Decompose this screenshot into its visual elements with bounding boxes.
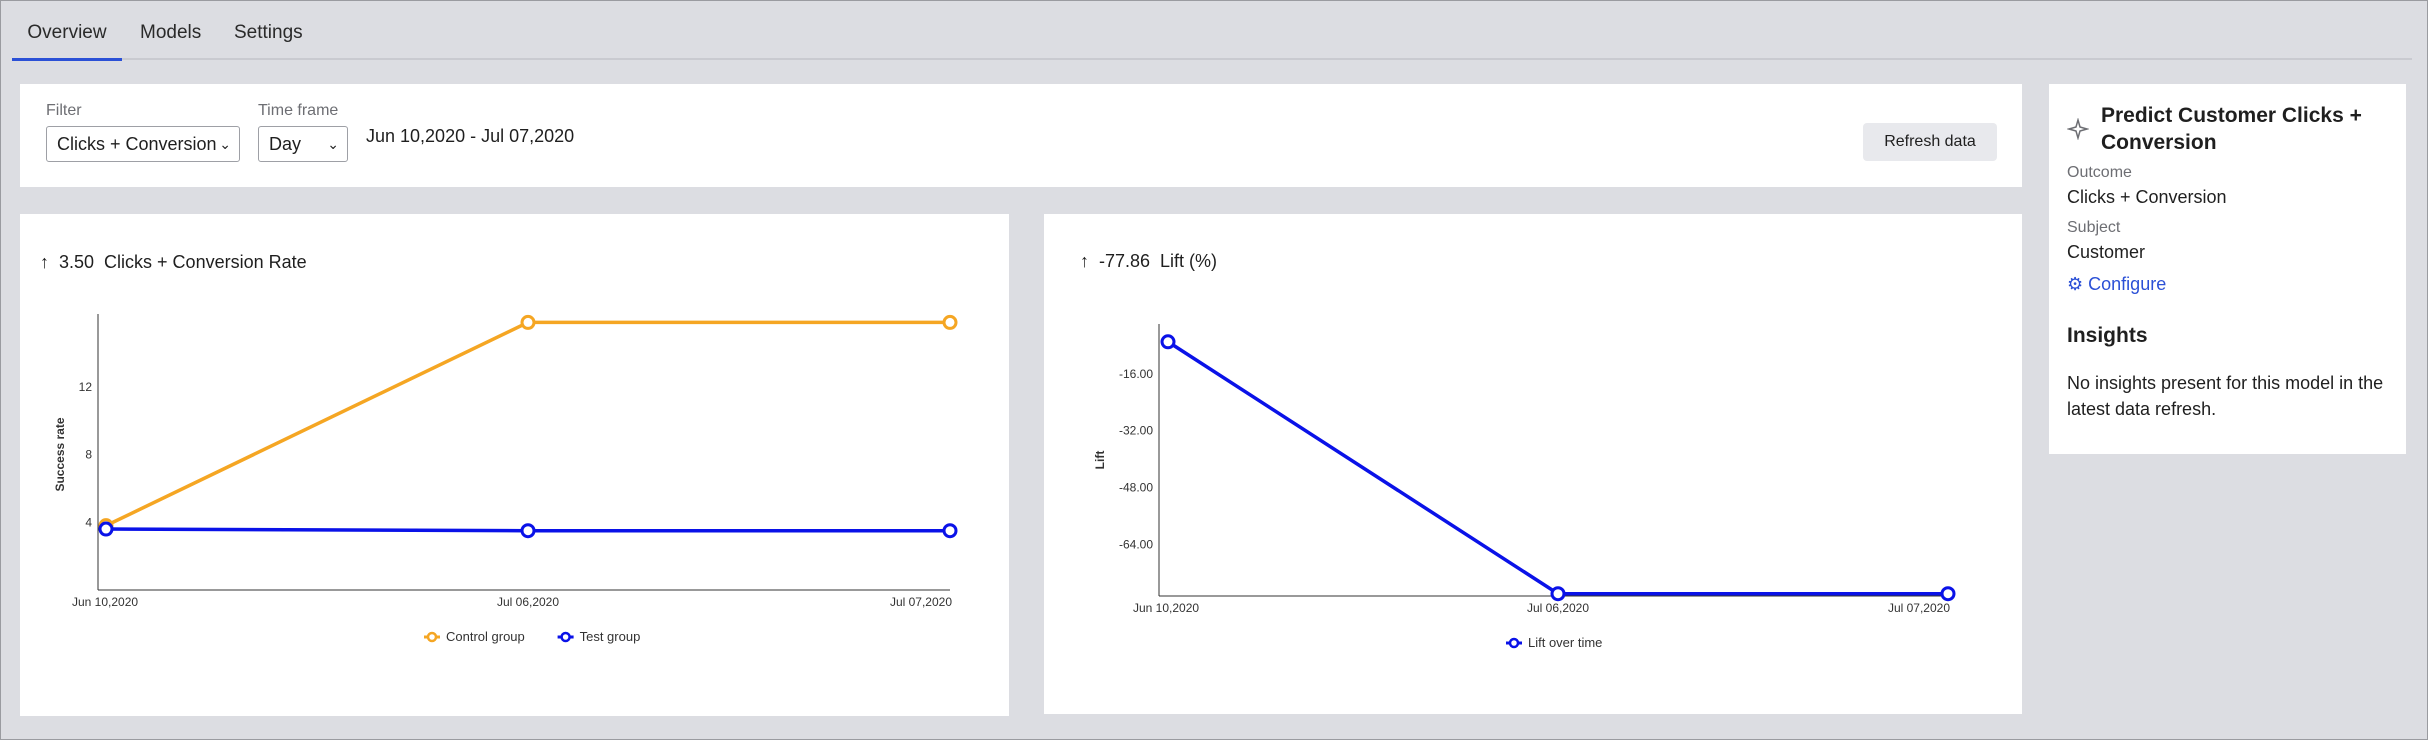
- data-point: [1160, 334, 1176, 350]
- y-tick-label: -64.00: [1119, 537, 1153, 551]
- chevron-down-icon: ⌄: [219, 136, 231, 152]
- data-point: [98, 521, 114, 537]
- y-tick-label: 12: [79, 380, 93, 394]
- legend-label: Control group: [446, 629, 525, 644]
- legend-label: Test group: [580, 629, 641, 644]
- filter-panel: Filter Clicks + Conversion ⌄ Time frame …: [20, 84, 2022, 187]
- gear-icon: ⚙: [2067, 274, 2084, 294]
- chevron-down-icon: ⌄: [327, 136, 339, 152]
- arrow-up-icon: ↑: [1080, 251, 1089, 271]
- refresh-data-button[interactable]: Refresh data: [1863, 123, 1997, 161]
- x-tick-label: Jun 10,2020: [72, 595, 138, 609]
- model-title: Predict Customer Clicks + Conversion: [2101, 104, 2362, 154]
- conversion-rate-card: ↑ 3.50 Clicks + Conversion Rate 4 8 12 Jun 10…: [20, 214, 1009, 716]
- filter-select[interactable]: Clicks + Conversion ⌄: [46, 126, 240, 162]
- metric-value: 3.50: [59, 252, 95, 272]
- model-info-panel: Predict Customer Clicks + Conversion Out…: [2049, 84, 2406, 454]
- legend-marker: [426, 631, 438, 643]
- y-tick-label: -16.00: [1119, 367, 1153, 381]
- success-rate-chart: 4 8 12 Jun 10,2020 Jul 06,2020 Jul 07,2020 Suc…: [53, 314, 958, 644]
- insights-text: No insights present for this model in th…: [2067, 373, 2384, 419]
- filter-label: Filter: [46, 102, 82, 119]
- data-point: [1550, 586, 1566, 602]
- y-tick-label: 4: [85, 515, 92, 529]
- series-line: [105, 320, 950, 528]
- outcome-value: Clicks + Conversion: [2067, 187, 2227, 207]
- y-tick-label: 8: [85, 448, 92, 462]
- data-point: [942, 523, 958, 539]
- legend-marker: [560, 631, 571, 643]
- outcome-label: Outcome: [2067, 164, 2132, 181]
- x-tick-label: Jul 06,2020: [1527, 601, 1589, 615]
- conversion-rate-header: ↑ 3.50 Clicks + Conversion Rate: [40, 252, 317, 273]
- y-axis-label: Success rate: [53, 417, 67, 491]
- lift-card: ↑ -77.86 Lift (%) -16.00 -32.00 -48.00 -64.00…: [1044, 214, 2022, 714]
- lift-header: ↑ -77.86 Lift (%): [1080, 251, 1227, 272]
- metric-value: -77.86: [1099, 251, 1151, 271]
- series-line: [1167, 340, 1948, 596]
- x-tick-label: Jul 07,2020: [1888, 601, 1950, 615]
- tab-overview[interactable]: Overview: [12, 0, 122, 61]
- data-point: [520, 523, 536, 539]
- subject-label: Subject: [2067, 219, 2121, 236]
- y-tick-label: -48.00: [1119, 481, 1153, 495]
- filter-select-value: Clicks + Conversion: [57, 134, 217, 154]
- tab-models[interactable]: Models: [140, 22, 202, 43]
- data-point: [1940, 586, 1956, 602]
- data-point: [942, 314, 958, 330]
- y-axis-label: Lift: [1093, 451, 1107, 470]
- metric-label: Clicks + Conversion Rate: [104, 252, 307, 272]
- tab-settings[interactable]: Settings: [234, 22, 303, 43]
- legend-label: Lift over time: [1528, 635, 1602, 650]
- date-range: Jun 10,2020 - Jul 07,2020: [366, 126, 575, 146]
- arrow-up-icon: ↑: [40, 252, 49, 272]
- tab-bar: Overview Models Settings: [12, 0, 2412, 61]
- configure-label: Configure: [2088, 274, 2167, 294]
- legend-marker: [1508, 637, 1520, 649]
- configure-link[interactable]: ⚙ Configure: [2067, 274, 2166, 295]
- x-tick-label: Jun 10,2020: [1133, 601, 1199, 615]
- lift-chart: -16.00 -32.00 -48.00 -64.00 Jun 10,2020 Jul 0…: [1093, 324, 1956, 650]
- x-tick-label: Jul 06,2020: [497, 595, 559, 609]
- timeframe-label: Time frame: [258, 102, 339, 119]
- timeframe-select[interactable]: Day ⌄: [258, 126, 348, 162]
- data-point: [520, 314, 536, 330]
- y-tick-label: -32.00: [1119, 424, 1153, 438]
- insights-title: Insights: [2067, 324, 2148, 347]
- subject-value: Customer: [2067, 242, 2146, 262]
- timeframe-select-value: Day: [269, 134, 302, 154]
- sparkle-icon: [2067, 118, 2089, 140]
- x-tick-label: Jul 07,2020: [890, 595, 952, 609]
- metric-label: Lift (%): [1160, 251, 1218, 271]
